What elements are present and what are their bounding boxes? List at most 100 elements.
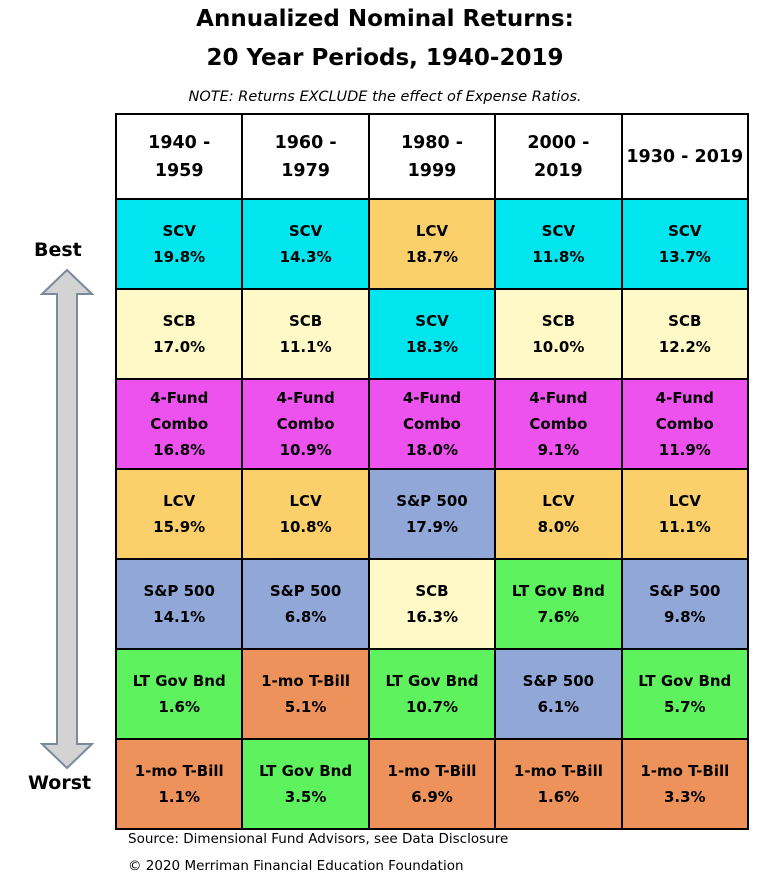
- chart-title-line-1: Annualized Nominal Returns:: [196, 6, 574, 32]
- asset-class-label: S&P 500: [396, 492, 468, 511]
- return-cell: SCB 11.1%: [243, 290, 368, 379]
- return-value: 3.5%: [284, 788, 327, 807]
- asset-class-label: 4-Fund: [402, 389, 462, 408]
- period-header-text: 2000 -: [527, 132, 590, 153]
- return-value: 16.3%: [405, 608, 459, 627]
- return-value: 16.8%: [153, 441, 206, 460]
- asset-class-label: Combo: [529, 415, 588, 434]
- asset-class-label: LCV: [542, 492, 575, 511]
- asset-class-label: SCV: [288, 222, 323, 241]
- asset-class-label: SCB: [415, 582, 449, 601]
- asset-class-label: 4-Fund: [529, 389, 588, 408]
- returns-table: 1940 - 1959 1960 - 1979 1980 - 1999 2000 - 2019…: [115, 113, 749, 830]
- return-value: 11.9%: [658, 441, 711, 460]
- asset-class-label: LCV: [668, 492, 701, 511]
- return-cell: SCV 13.7%: [622, 200, 747, 289]
- return-cell: 1-mo T-Bill 5.1%: [243, 650, 368, 739]
- asset-class-label: Combo: [655, 415, 714, 434]
- period-header-text: 1979: [281, 160, 330, 181]
- return-value: 18.7%: [405, 248, 459, 267]
- return-cell: S&P 500 14.1%: [117, 560, 242, 649]
- asset-class-label: Combo: [276, 415, 335, 434]
- asset-class-label: LT Gov Bnd: [259, 762, 353, 781]
- asset-class-label: LT Gov Bnd: [385, 672, 479, 691]
- asset-class-label: SCV: [415, 312, 449, 331]
- return-cell: 1-mo T-Bill 6.9%: [369, 740, 495, 828]
- asset-class-label: S&P 500: [522, 672, 595, 691]
- asset-class-label: 1-mo T-Bill: [134, 762, 224, 781]
- return-value: 14.3%: [279, 248, 332, 267]
- return-value: 18.0%: [405, 441, 459, 460]
- asset-class-label: 4-Fund: [276, 389, 335, 408]
- period-header-text: 2019: [534, 160, 583, 181]
- asset-class-label: Combo: [150, 415, 209, 434]
- worst-label: Worst: [28, 772, 92, 794]
- asset-class-label: 4-Fund: [655, 389, 714, 408]
- source-note: Source: Dimensional Fund Advisors, see D…: [128, 831, 509, 847]
- return-value: 9.1%: [537, 441, 580, 460]
- return-value: 3.3%: [663, 788, 706, 807]
- period-header-text: 1959: [154, 160, 204, 181]
- return-cell: 4-Fund Combo 10.9%: [243, 380, 368, 469]
- return-value: 11.1%: [658, 518, 711, 537]
- return-cell: LCV 8.0%: [496, 470, 621, 559]
- expense-ratio-note: NOTE: Returns EXCLUDE the effect of Expe…: [188, 89, 582, 105]
- return-value: 11.1%: [279, 338, 332, 357]
- asset-class-label: S&P 500: [649, 582, 721, 601]
- return-cell: 4-Fund Combo 9.1%: [496, 380, 621, 469]
- return-cell: S&P 500 6.1%: [496, 650, 621, 739]
- return-value: 15.9%: [153, 518, 206, 537]
- return-value: 9.8%: [663, 608, 706, 627]
- return-value: 5.1%: [284, 698, 327, 717]
- return-cell: 1-mo T-Bill 3.3%: [622, 740, 747, 828]
- return-value: 7.6%: [537, 608, 580, 627]
- period-header-text: 1999: [407, 160, 457, 181]
- asset-class-label: SCB: [162, 312, 196, 331]
- asset-class-label: S&P 500: [269, 582, 342, 601]
- period-header: 1930 - 2019: [622, 115, 747, 199]
- asset-class-label: Combo: [402, 415, 461, 434]
- period-header: 1940 - 1959: [117, 115, 242, 199]
- asset-class-label: SCV: [541, 222, 576, 241]
- return-value: 12.2%: [658, 338, 711, 357]
- asset-class-label: S&P 500: [143, 582, 215, 601]
- period-header-text: 1960 -: [274, 132, 337, 153]
- return-cell: SCB 12.2%: [622, 290, 747, 379]
- period-header: 1980 - 1999: [369, 115, 495, 199]
- return-value: 18.3%: [405, 338, 459, 357]
- return-cell: S&P 500 9.8%: [622, 560, 747, 649]
- period-header: 1960 - 1979: [243, 115, 368, 199]
- return-value: 17.9%: [405, 518, 459, 537]
- return-cell: SCV 19.8%: [117, 200, 242, 289]
- return-value: 6.8%: [284, 608, 327, 627]
- return-cell: LT Gov Bnd 10.7%: [369, 650, 495, 739]
- asset-class-label: SCB: [541, 312, 576, 331]
- asset-class-label: LT Gov Bnd: [511, 582, 605, 601]
- return-cell: 1-mo T-Bill 1.6%: [496, 740, 621, 828]
- asset-class-label: LCV: [163, 492, 196, 511]
- best-label: Best: [34, 239, 82, 261]
- asset-class-label: 1-mo T-Bill: [513, 762, 603, 781]
- return-value: 14.1%: [153, 608, 206, 627]
- return-value: 10.0%: [532, 338, 585, 357]
- return-value: 1.6%: [537, 788, 580, 807]
- asset-class-label: LT Gov Bnd: [132, 672, 226, 691]
- return-value: 17.0%: [153, 338, 206, 357]
- return-value: 19.8%: [153, 248, 206, 267]
- return-cell: SCV 18.3%: [369, 290, 495, 379]
- return-cell: 1-mo T-Bill 1.1%: [117, 740, 242, 828]
- return-cell: S&P 500 6.8%: [243, 560, 368, 649]
- asset-class-label: 1-mo T-Bill: [640, 762, 730, 781]
- return-cell: LCV 15.9%: [117, 470, 242, 559]
- asset-class-label: SCV: [162, 222, 196, 241]
- return-value: 10.7%: [405, 698, 459, 717]
- return-value: 11.8%: [532, 248, 585, 267]
- return-cell: 4-Fund Combo 18.0%: [369, 380, 495, 469]
- return-value: 8.0%: [537, 518, 580, 537]
- return-cell: LT Gov Bnd 7.6%: [496, 560, 621, 649]
- return-value: 1.6%: [158, 698, 200, 717]
- return-cell: SCB 17.0%: [117, 290, 242, 379]
- return-cell: LT Gov Bnd 3.5%: [243, 740, 368, 828]
- period-header-text: 1940 -: [148, 132, 211, 153]
- return-value: 10.8%: [279, 518, 332, 537]
